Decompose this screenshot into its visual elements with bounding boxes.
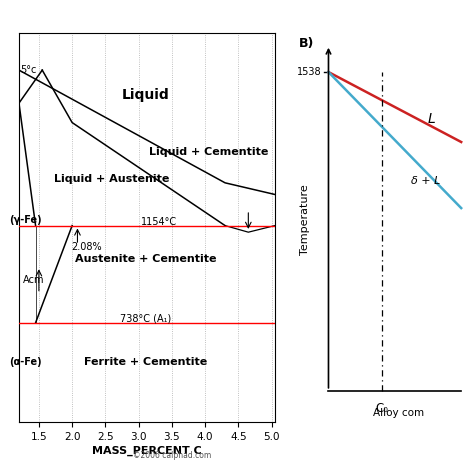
X-axis label: MASS_PERCENT C: MASS_PERCENT C xyxy=(92,446,202,456)
Text: Liquid + Austenite: Liquid + Austenite xyxy=(55,174,170,184)
Text: Austenite + Cementite: Austenite + Cementite xyxy=(74,254,216,264)
Text: Temperature: Temperature xyxy=(300,184,310,255)
Text: 2.08%: 2.08% xyxy=(72,242,102,252)
Text: δ + L: δ + L xyxy=(411,176,441,186)
Text: C₀: C₀ xyxy=(375,402,388,415)
Text: B): B) xyxy=(299,37,314,50)
Text: ©2006 calphad.com: ©2006 calphad.com xyxy=(133,451,211,460)
Text: L: L xyxy=(428,112,436,126)
Text: 1538: 1538 xyxy=(297,67,322,77)
Text: 5°c: 5°c xyxy=(20,65,36,75)
Text: Ferrite + Cementite: Ferrite + Cementite xyxy=(83,356,207,366)
Text: 738°C (A₁): 738°C (A₁) xyxy=(119,314,171,324)
Text: Aᴄm: Aᴄm xyxy=(23,275,45,285)
Text: Alloy com: Alloy com xyxy=(373,408,424,418)
Text: 1154°C: 1154°C xyxy=(140,218,177,228)
Text: (α-Fe): (α-Fe) xyxy=(9,356,42,366)
Text: (γ-Fe): (γ-Fe) xyxy=(9,215,42,225)
Text: Liquid + Cementite: Liquid + Cementite xyxy=(149,147,268,157)
Text: Liquid: Liquid xyxy=(121,88,169,102)
